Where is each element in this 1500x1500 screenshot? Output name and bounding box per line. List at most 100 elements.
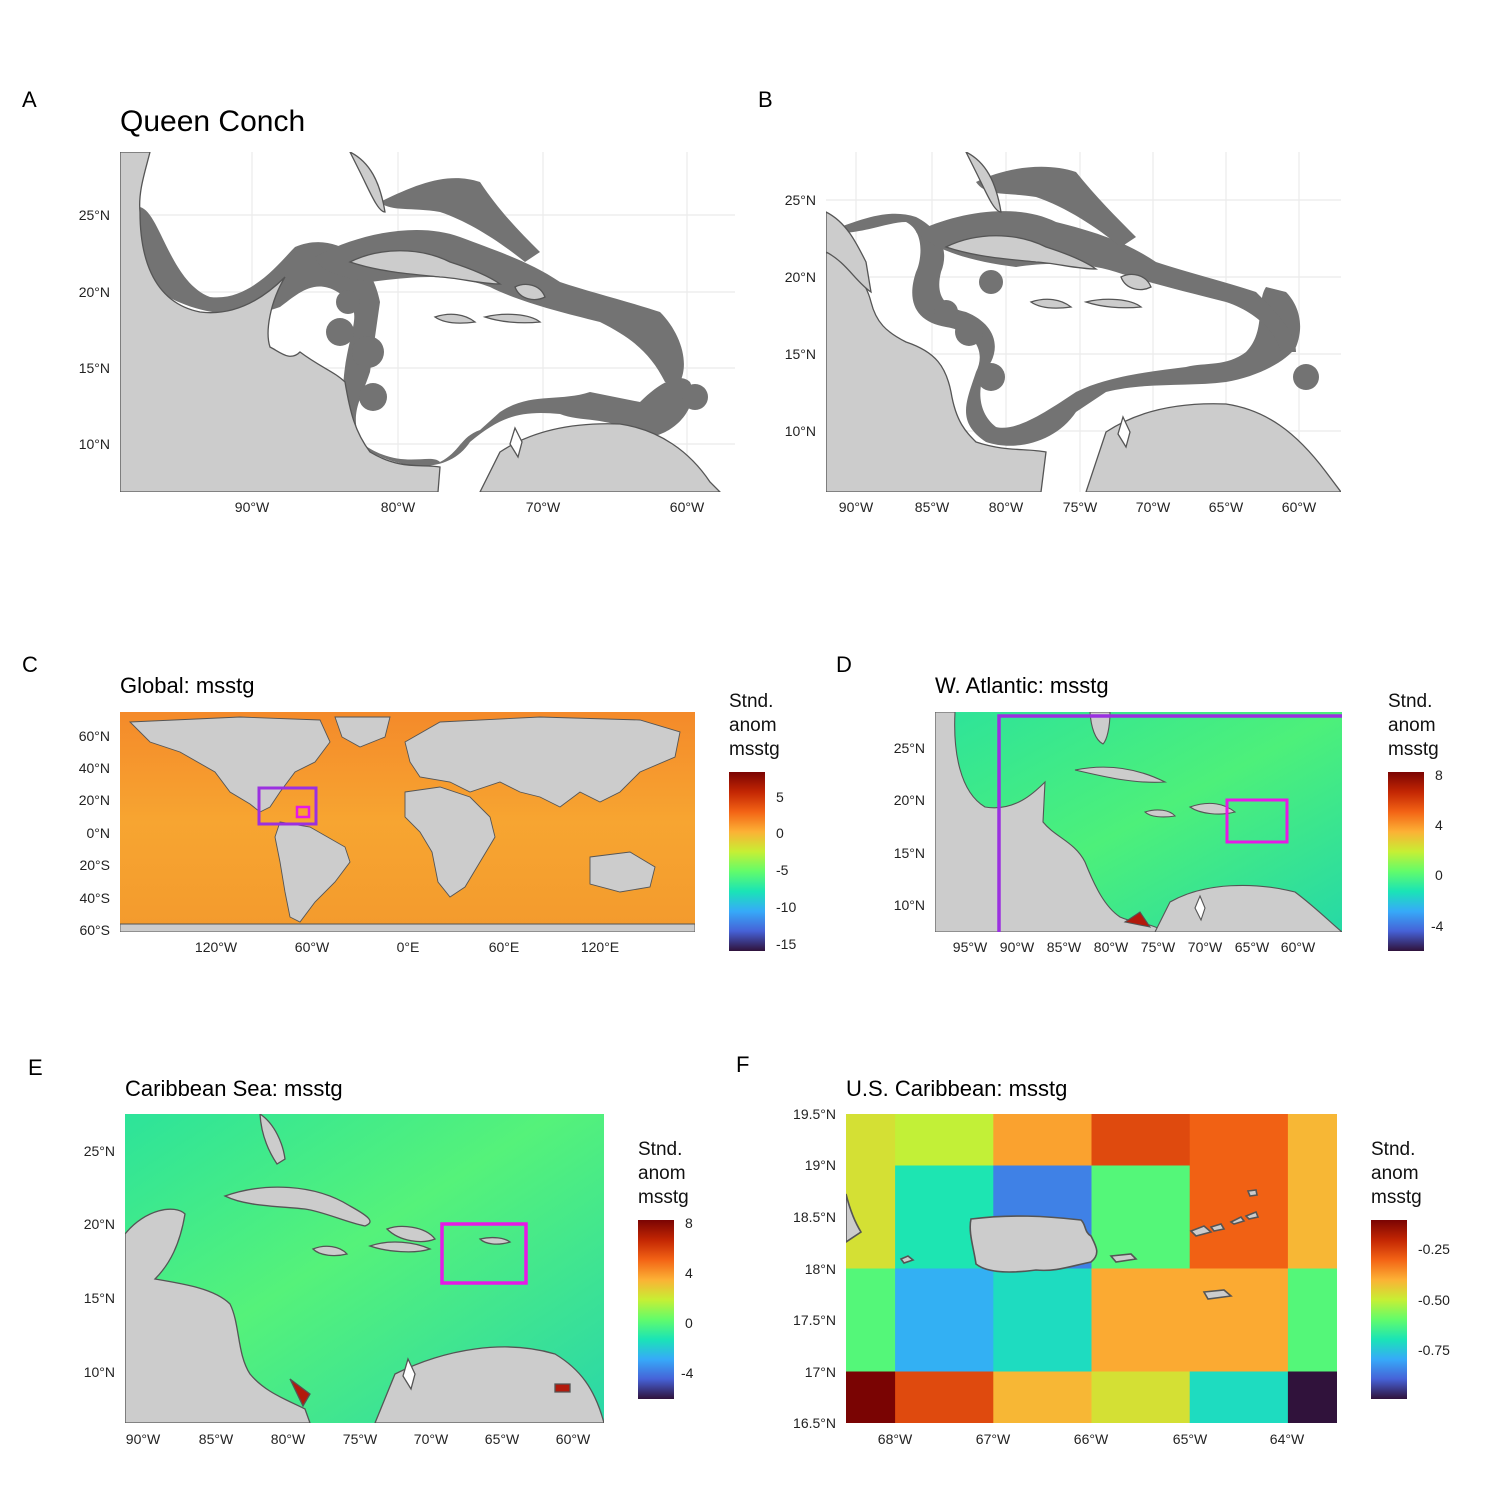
cbtick-d-2: 0 [1435,867,1443,883]
cbtick-c-0: 5 [776,789,784,805]
xtick-b-5: 65°W [1208,499,1244,515]
map-svg-e [125,1114,604,1423]
heatmap-cell-3-4 [1189,1371,1289,1423]
ytick-e-0: 25°N [83,1143,115,1159]
xtick-a-2: 70°W [525,499,561,515]
panel-letter-d: D [836,652,852,677]
panel-title-d: W. Atlantic: msstg [935,673,1109,698]
ytick-c-2: 20°N [78,792,110,808]
ytick-d-2: 15°N [893,845,925,861]
xtick-b-6: 60°W [1281,499,1317,515]
heatmap-cell-3-1 [895,1371,994,1423]
ytick-a-3: 10°N [78,436,110,452]
map-panel-b [826,152,1341,492]
cbtick-c-2: -5 [776,862,789,878]
xtick-b-4: 70°W [1135,499,1171,515]
heatmap-cell-3-5 [1287,1371,1337,1423]
heatmap-cell-2-4 [1189,1268,1289,1372]
ytick-d-0: 25°N [893,740,925,756]
heatmap-cell-0-4 [1189,1114,1289,1166]
ytick-a-1: 20°N [78,284,110,300]
ytick-a-0: 25°N [78,207,110,223]
map-panel-c [120,712,695,932]
xtick-f-2: 66°W [1073,1431,1109,1447]
xtick-d-7: 60°W [1280,939,1316,955]
panel-title-c: Global: msstg [120,673,255,698]
xtick-e-0: 90°W [125,1431,161,1447]
ytick-f-5: 17°N [804,1364,836,1380]
panel-title-a: Queen Conch [120,105,306,138]
ytick-f-0: 19.5°N [793,1106,836,1122]
xtick-d-0: 95°W [952,939,988,955]
panel-letter-a: A [22,87,37,112]
ytick-c-4: 20°S [79,857,110,873]
xtick-e-3: 75°W [342,1431,378,1447]
legend-title-c: Stnd. anom msstg [729,691,780,760]
colorbar-c [729,772,765,951]
colorbar-d [1388,772,1424,951]
heatmap-panel-f [846,1114,1337,1423]
cbtick-f-1: -0.50 [1418,1292,1450,1308]
heatmap-cell-3-2 [993,1371,1092,1423]
panel-letter-c: C [22,652,38,677]
cbtick-d-0: 8 [1435,767,1443,783]
heatmap-svg-f [846,1114,1337,1423]
ytick-c-3: 0°N [86,825,111,841]
panel-letter-e: E [28,1055,43,1080]
panel-letter-b: B [758,87,773,112]
legend-title-d: Stnd. anom msstg [1388,691,1439,760]
heatmap-cell-1-5 [1287,1165,1337,1269]
ytick-c-1: 40°N [78,760,110,776]
cbtick-f-2: -0.75 [1418,1342,1450,1358]
panel-letter-f: F [736,1052,750,1077]
legend-title-f: Stnd. anom msstg [1371,1139,1422,1208]
xtick-b-0: 90°W [838,499,874,515]
ytick-b-1: 20°N [784,269,816,285]
panel-title-e: Caribbean Sea: msstg [125,1076,343,1101]
heatmap-cell-0-2 [993,1114,1092,1166]
xtick-e-5: 65°W [484,1431,520,1447]
heatmap-cell-2-3 [1091,1268,1191,1372]
cbtick-e-2: 0 [685,1315,693,1331]
xtick-f-3: 65°W [1172,1431,1208,1447]
xtick-d-6: 65°W [1234,939,1270,955]
ytick-b-2: 15°N [784,346,816,362]
xtick-b-2: 80°W [988,499,1024,515]
ytick-a-2: 15°N [78,360,110,376]
ytick-d-3: 10°N [893,897,925,913]
cbtick-e-0: 8 [685,1215,693,1231]
map-svg-d [935,712,1342,932]
ytick-f-1: 19°N [804,1157,836,1173]
xtick-f-1: 67°W [975,1431,1011,1447]
xtick-d-4: 75°W [1140,939,1176,955]
heatmap-cell-0-1 [895,1114,994,1166]
xtick-d-3: 80°W [1093,939,1129,955]
heatmap-cell-0-3 [1091,1114,1191,1166]
map-panel-e [125,1114,604,1423]
xtick-e-4: 70°W [413,1431,449,1447]
xtick-d-1: 90°W [999,939,1035,955]
xtick-b-1: 85°W [914,499,950,515]
ytick-f-3: 18°N [804,1261,836,1277]
ytick-c-5: 40°S [79,890,110,906]
heatmap-cell-2-0 [846,1268,896,1372]
ytick-b-3: 10°N [784,423,816,439]
xtick-c-0: 120°W [194,939,238,955]
cbtick-e-1: 4 [685,1265,693,1281]
xtick-c-3: 60°E [488,939,520,955]
xtick-c-4: 120°E [580,939,620,955]
ytick-e-2: 15°N [83,1290,115,1306]
xtick-c-2: 0°E [396,939,420,955]
cbtick-d-1: 4 [1435,817,1443,833]
xtick-c-1: 60°W [294,939,330,955]
heatmap-cell-3-0 [846,1371,896,1423]
ytick-c-0: 60°N [78,728,110,744]
xtick-b-3: 75°W [1062,499,1098,515]
xtick-f-0: 68°W [877,1431,913,1447]
heatmap-cell-2-5 [1287,1268,1337,1372]
xtick-e-1: 85°W [198,1431,234,1447]
ytick-b-0: 25°N [784,192,816,208]
heatmap-cell-3-3 [1091,1371,1191,1423]
ytick-e-3: 10°N [83,1364,115,1380]
xtick-a-3: 60°W [669,499,705,515]
